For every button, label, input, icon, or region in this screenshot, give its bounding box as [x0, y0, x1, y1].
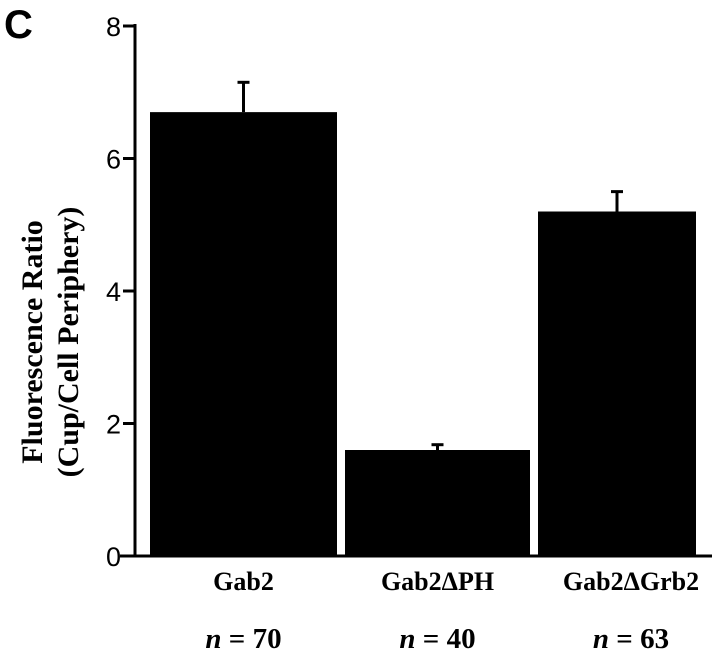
- bars-layer: [150, 112, 696, 556]
- sample-size-variable-1: n: [399, 623, 415, 655]
- sample-size-label-1: n = 40: [399, 623, 475, 655]
- bar-2: [538, 211, 696, 556]
- bar-0: [150, 112, 337, 556]
- bar-1: [345, 450, 530, 556]
- y-tick-label-4: 8: [106, 12, 121, 42]
- y-axis-title-line2: (Cup/Cell Periphery): [52, 207, 85, 478]
- sample-size-value-1: = 40: [416, 623, 476, 655]
- panel-label: C: [4, 3, 33, 47]
- sample-size-value-2: = 63: [609, 623, 669, 655]
- y-tick-label-2: 4: [106, 277, 121, 307]
- y-tick-label-0: 0: [106, 542, 121, 572]
- y-axis-title-line1: Fluorescence Ratio: [16, 220, 49, 464]
- x-category-label-2: Gab2ΔGrb2: [563, 567, 699, 596]
- sample-size-label-0: n = 70: [205, 623, 281, 655]
- error-bars-layer: [237, 80, 623, 450]
- sample-size-value-0: = 70: [222, 623, 282, 655]
- x-category-label-1: Gab2ΔPH: [381, 567, 494, 596]
- y-tick-label-3: 6: [106, 145, 121, 175]
- sample-size-label-2: n = 63: [593, 623, 669, 655]
- x-category-label-0: Gab2: [213, 567, 274, 596]
- y-tick-label-1: 2: [106, 410, 121, 440]
- sample-size-variable-2: n: [593, 623, 609, 655]
- sample-size-variable-0: n: [205, 623, 221, 655]
- labels-layer: 0 2 4 6 8 Gab2 n = 70 Gab2ΔPH n = 40 Gab2ΔGrb2 n =…: [106, 12, 699, 655]
- axes-layer: [120, 24, 712, 558]
